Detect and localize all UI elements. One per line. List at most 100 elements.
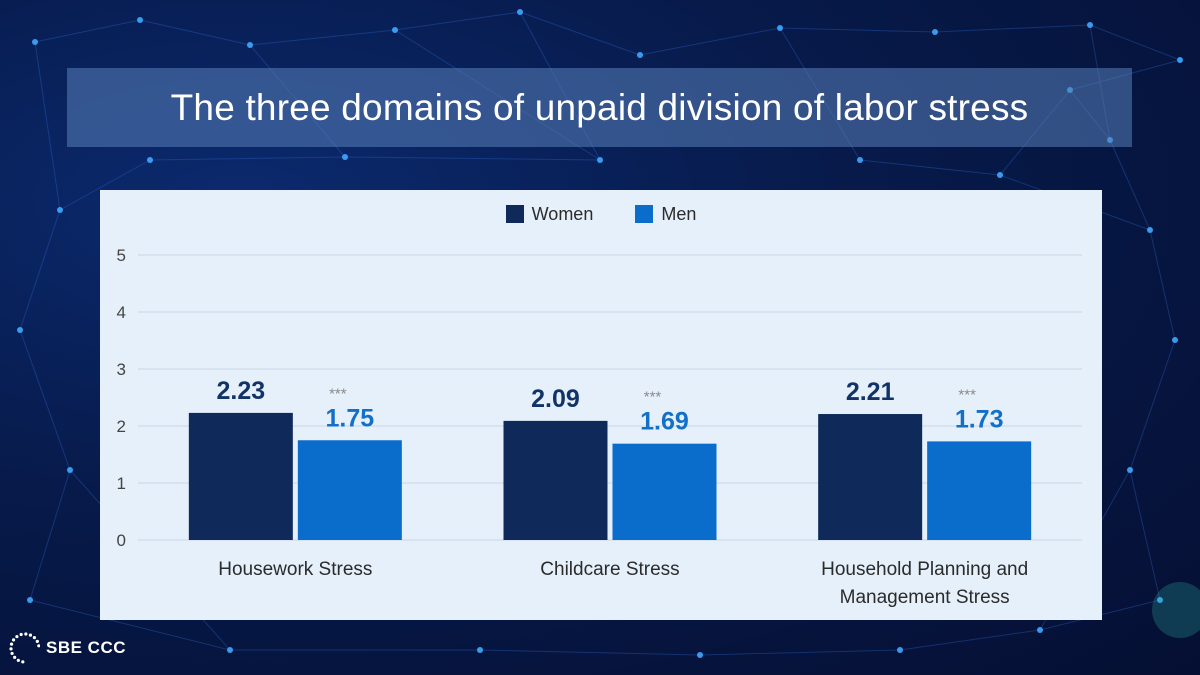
- network-edge: [1109, 139, 1151, 231]
- legend-item-men: Men: [635, 204, 696, 225]
- network-node: [1157, 597, 1163, 603]
- network-node: [1172, 337, 1178, 343]
- data-label-men: 1.73: [955, 405, 1004, 433]
- logo-dot: [10, 651, 14, 656]
- y-tick-label: 5: [117, 246, 126, 265]
- x-category-label: Housework Stress: [218, 559, 372, 580]
- network-node: [227, 647, 233, 653]
- network-edge: [59, 159, 151, 211]
- chart-panel: 0 1 2 3 4 5 2.23 1.75 *** Housework Stress 2.09 1.6…: [100, 190, 1102, 620]
- legend-swatch-men: [635, 205, 654, 223]
- y-tick-label: 4: [117, 303, 126, 322]
- data-label-women: 2.09: [531, 385, 580, 413]
- data-label-men: 1.75: [325, 404, 374, 432]
- logo-dot: [28, 633, 33, 637]
- network-edge: [19, 329, 71, 471]
- x-category-label: Childcare Stress: [540, 559, 679, 580]
- glow-decoration: [1152, 582, 1200, 638]
- network-edge: [1149, 229, 1176, 341]
- bar-men: [297, 440, 402, 540]
- network-node: [137, 17, 143, 23]
- x-category-label: Household Planning and: [821, 559, 1028, 580]
- network-edge: [394, 11, 521, 31]
- y-tick-label: 0: [117, 531, 126, 550]
- network-node: [32, 39, 38, 45]
- network-edge: [639, 27, 781, 56]
- network-node: [997, 172, 1003, 178]
- bar-women: [503, 420, 608, 540]
- network-node: [1087, 22, 1093, 28]
- network-edge: [934, 24, 1091, 33]
- network-node: [247, 42, 253, 48]
- network-edge: [139, 19, 251, 46]
- y-tick-label: 3: [117, 360, 126, 379]
- data-label-women: 2.23: [216, 377, 265, 405]
- network-node: [57, 207, 63, 213]
- network-node: [1037, 627, 1043, 633]
- page-title: The three domains of unpaid division of …: [170, 86, 1029, 128]
- network-edge: [249, 29, 396, 46]
- logo-dot: [37, 644, 40, 648]
- network-edge: [699, 649, 901, 656]
- legend-item-women: Women: [505, 203, 594, 225]
- logo-dot: [9, 647, 13, 651]
- network-node: [637, 52, 643, 58]
- network-node: [67, 467, 73, 473]
- network-edge: [1129, 469, 1161, 601]
- legend-swatch-women: [505, 205, 524, 223]
- network-edge: [34, 19, 141, 43]
- network-edge: [1089, 24, 1181, 61]
- bar-men: [927, 441, 1032, 540]
- bar-chart: 0 1 2 3 4 5 2.23 1.75 *** Housework Stress 2.09 1.6…: [117, 246, 1082, 608]
- network-node: [27, 597, 33, 603]
- logo-dot: [21, 660, 25, 664]
- logo-dot: [9, 642, 14, 646]
- network-edge: [344, 156, 601, 161]
- logo-dot: [16, 658, 20, 662]
- network-edge: [19, 209, 61, 331]
- sbe-ccc-logo: SBE CCC: [6, 628, 126, 668]
- network-edge: [899, 629, 1041, 651]
- title-banner: The three domains of unpaid division of …: [67, 68, 1132, 147]
- network-node: [1177, 57, 1183, 63]
- data-label-men: 1.69: [640, 408, 689, 436]
- y-tick-label: 1: [117, 474, 126, 493]
- logo-dot: [11, 638, 16, 642]
- network-edge: [29, 469, 71, 601]
- network-node: [477, 647, 483, 653]
- network-edge: [519, 11, 641, 56]
- network-node: [147, 157, 153, 163]
- significance-marker: ***: [644, 389, 662, 406]
- logo-dot: [13, 655, 17, 660]
- bar-women: [188, 412, 293, 540]
- bar-men: [612, 443, 717, 540]
- network-edge: [779, 27, 936, 33]
- significance-marker: ***: [958, 386, 976, 403]
- network-node: [17, 327, 23, 333]
- logo-dot: [19, 632, 23, 637]
- y-tick-label: 2: [117, 417, 126, 436]
- network-node: [697, 652, 703, 658]
- network-node: [597, 157, 603, 163]
- logo-dot: [32, 636, 37, 640]
- network-edge: [29, 599, 231, 651]
- chart-legend: Women Men: [100, 202, 1102, 226]
- network-edge: [149, 156, 346, 161]
- network-edge: [479, 649, 701, 656]
- network-node: [1127, 467, 1133, 473]
- legend-label-women: Women: [531, 203, 594, 224]
- logo-dot: [24, 632, 28, 636]
- network-node: [857, 157, 863, 163]
- network-node: [392, 27, 398, 33]
- network-node: [1147, 227, 1153, 233]
- logo-dot: [15, 634, 19, 639]
- legend-label-men: Men: [661, 203, 697, 224]
- network-node: [342, 154, 348, 160]
- logo-text: SBE CCC: [46, 638, 127, 657]
- data-label-women: 2.21: [846, 378, 895, 406]
- bar-women: [818, 414, 923, 540]
- network-node: [777, 25, 783, 31]
- network-edge: [34, 41, 61, 211]
- network-node: [517, 9, 523, 15]
- network-edge: [1129, 339, 1176, 471]
